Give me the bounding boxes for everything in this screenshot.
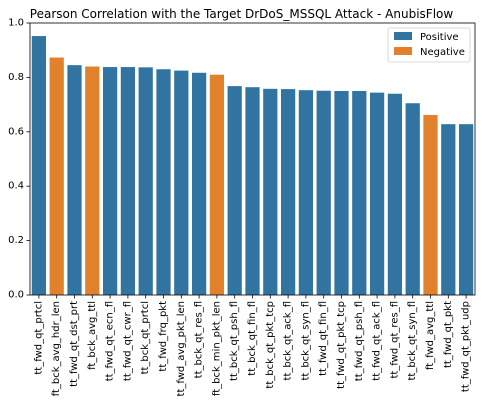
- bar-17: [334, 91, 349, 295]
- y-tick-label-4: 0.8: [8, 72, 24, 83]
- x-tick-label-4: tt_fwd_qt_ecn_fl: [105, 301, 116, 381]
- bar-18: [352, 91, 367, 295]
- bar-10: [209, 74, 225, 296]
- x-tick-label-20: tt_fwd_qt_res_fl: [389, 301, 400, 379]
- legend-label-positive: Positive: [420, 32, 459, 43]
- x-tick-label-19: tt_fwd_qt_ack_fl: [372, 301, 383, 381]
- bar-14: [280, 89, 296, 295]
- x-tick-label-11: tt_bck_qt_psh_fl: [229, 301, 240, 381]
- y-tick-label-5: 1.0: [8, 18, 24, 29]
- y-tick-label-0: 0.0: [8, 290, 24, 301]
- bar-22: [423, 114, 438, 295]
- bar-20: [387, 93, 403, 295]
- bar-16: [316, 90, 331, 295]
- legend-swatch-negative: [394, 47, 412, 55]
- plot-frame: [29, 22, 476, 296]
- x-tick-label-0: tt_fwd_qt_prtcl: [33, 301, 44, 375]
- y-tick-label-3: 0.6: [8, 126, 24, 137]
- bar-3: [85, 66, 100, 296]
- x-tick-label-3: ft_bck_avg_ttl: [87, 301, 98, 370]
- x-tick-label-7: tt_fwd_frq_pkt: [158, 301, 169, 372]
- bar-11: [227, 86, 242, 295]
- x-tick-label-13: tt_bck_qt_pkt_tcp: [265, 301, 276, 389]
- legend: Positive Negative: [387, 27, 471, 63]
- bar-19: [369, 92, 385, 295]
- bar-15: [298, 90, 314, 296]
- bars-group: [31, 36, 474, 296]
- x-tick-label-24: tt_fwd_qt_pkt_udp: [461, 301, 472, 392]
- bar-1: [49, 57, 64, 295]
- bar-21: [405, 103, 420, 296]
- x-tick-label-14: tt_bck_qt_ack_fl: [283, 301, 294, 380]
- bar-13: [263, 88, 278, 295]
- bar-6: [138, 67, 153, 295]
- bar-9: [191, 72, 207, 295]
- x-tick-label-5: tt_fwd_qt_cwr_fl: [122, 301, 133, 381]
- x-tick-label-12: tt_bck_qt_fin_fl: [247, 301, 258, 376]
- y-tick-label-2: 0.4: [8, 181, 24, 192]
- x-tick-label-8: tt_fwd_avg_pkt_len: [176, 301, 187, 396]
- bar-4: [102, 67, 118, 295]
- legend-label-negative: Negative: [420, 47, 465, 58]
- y-tick-label-1: 0.2: [8, 235, 24, 246]
- bar-24: [458, 124, 474, 296]
- bar-0: [31, 36, 47, 296]
- x-tick-label-9: tt_bck_qt_res_fl: [194, 301, 205, 378]
- legend-swatch-positive: [394, 32, 412, 40]
- bar-2: [67, 65, 82, 295]
- x-tick-label-22: ft_fwd_avg_ttl: [425, 301, 436, 370]
- bar-23: [441, 124, 456, 296]
- x-tick-label-10: ft_bck_min_pkt_len: [211, 301, 222, 396]
- bar-12: [245, 87, 260, 295]
- y-axis: 0.0 0.2 0.4 0.6 0.8 1.0: [8, 18, 30, 301]
- x-tick-label-1: ft_bck_avg_hdr_len: [51, 301, 62, 396]
- bar-5: [120, 67, 136, 295]
- x-tick-label-2: tt_fwd_qt_dst_prt: [69, 301, 80, 387]
- x-axis: tt_fwd_qt_prtcl ft_bck_avg_hdr_len tt_fwd_…: [33, 295, 472, 396]
- bar-7: [156, 69, 171, 296]
- x-tick-label-17: tt_fwd_qt_pkt_tcp: [336, 301, 347, 389]
- bar-8: [174, 70, 189, 295]
- x-tick-label-6: tt_bck_qt_prtcl: [140, 301, 151, 374]
- x-tick-label-23: tt_fwd_qt_pkt: [443, 301, 454, 368]
- chart-title: Pearson Correlation with the Target DrDo…: [30, 7, 454, 21]
- x-tick-label-16: tt_fwd_qt_fin_fl: [318, 301, 329, 376]
- x-tick-label-15: tt_bck_qt_syn_fl: [300, 301, 311, 381]
- x-tick-label-18: tt_fwd_qt_psh_fl: [354, 301, 365, 381]
- x-tick-label-21: tt_bck_qt_syn_fl: [407, 301, 418, 381]
